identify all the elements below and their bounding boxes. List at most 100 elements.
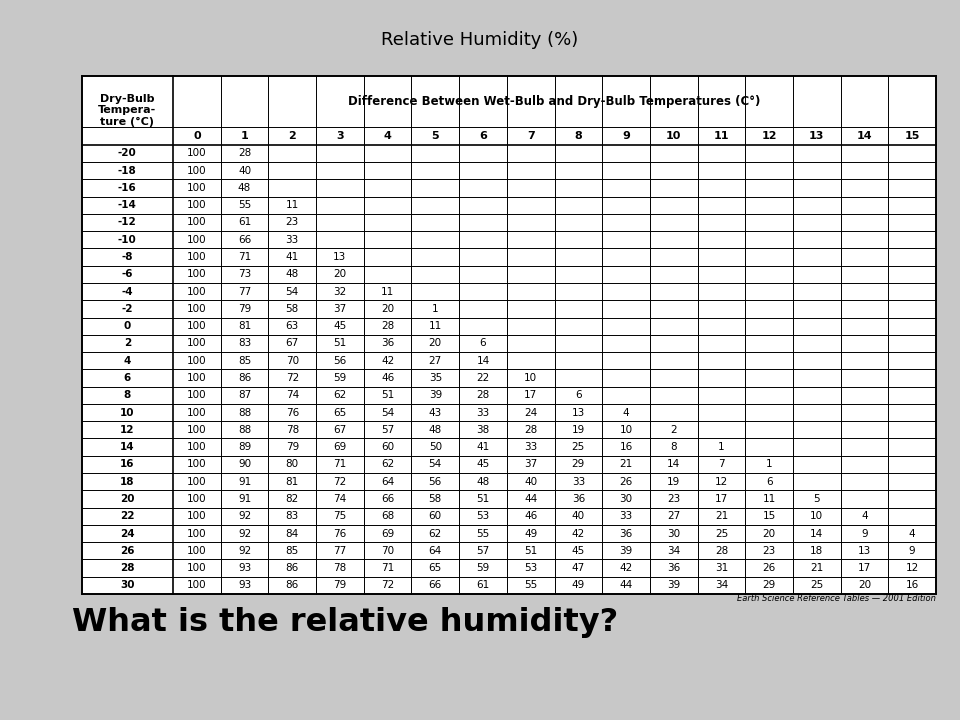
Text: 40: 40 xyxy=(524,477,538,487)
Text: -8: -8 xyxy=(122,252,133,262)
Text: 2: 2 xyxy=(288,131,296,141)
Text: 38: 38 xyxy=(476,425,490,435)
Text: 100: 100 xyxy=(187,563,206,573)
Text: 60: 60 xyxy=(381,442,395,452)
Text: 10: 10 xyxy=(619,425,633,435)
Text: 75: 75 xyxy=(333,511,347,521)
Text: 85: 85 xyxy=(238,356,252,366)
Text: 4: 4 xyxy=(384,131,392,141)
Text: 18: 18 xyxy=(810,546,824,556)
Text: 10: 10 xyxy=(666,131,682,141)
Text: 100: 100 xyxy=(187,459,206,469)
Text: 58: 58 xyxy=(429,494,442,504)
Text: 26: 26 xyxy=(619,477,633,487)
Text: 57: 57 xyxy=(381,425,395,435)
Text: 20: 20 xyxy=(858,580,871,590)
Text: 24: 24 xyxy=(524,408,538,418)
Text: 39: 39 xyxy=(667,580,681,590)
Text: 26: 26 xyxy=(120,546,134,556)
Text: 5: 5 xyxy=(431,131,439,141)
Text: 9: 9 xyxy=(909,546,916,556)
Text: 50: 50 xyxy=(429,442,442,452)
Text: 89: 89 xyxy=(238,442,252,452)
Text: 16: 16 xyxy=(619,442,633,452)
Text: 30: 30 xyxy=(120,580,134,590)
Text: 29: 29 xyxy=(762,580,776,590)
Text: 6: 6 xyxy=(479,131,487,141)
Text: 24: 24 xyxy=(120,528,134,539)
Text: 77: 77 xyxy=(238,287,252,297)
Text: 100: 100 xyxy=(187,425,206,435)
Text: 71: 71 xyxy=(381,563,395,573)
Text: 28: 28 xyxy=(524,425,538,435)
Text: 85: 85 xyxy=(286,546,299,556)
Text: 57: 57 xyxy=(476,546,490,556)
Text: 14: 14 xyxy=(476,356,490,366)
Text: 100: 100 xyxy=(187,442,206,452)
Text: 37: 37 xyxy=(524,459,538,469)
Text: 100: 100 xyxy=(187,166,206,176)
Text: 74: 74 xyxy=(286,390,299,400)
Text: 25: 25 xyxy=(715,528,728,539)
Text: 14: 14 xyxy=(667,459,681,469)
Text: 11: 11 xyxy=(286,200,299,210)
Text: 44: 44 xyxy=(619,580,633,590)
Text: 59: 59 xyxy=(476,563,490,573)
Text: 62: 62 xyxy=(333,390,347,400)
Text: 100: 100 xyxy=(187,287,206,297)
Text: 2: 2 xyxy=(124,338,131,348)
Text: 46: 46 xyxy=(381,373,395,383)
Text: 51: 51 xyxy=(524,546,538,556)
Text: 62: 62 xyxy=(381,459,395,469)
Text: 92: 92 xyxy=(238,528,252,539)
Text: 6: 6 xyxy=(480,338,487,348)
Text: 100: 100 xyxy=(187,477,206,487)
Text: 14: 14 xyxy=(810,528,824,539)
Text: -4: -4 xyxy=(122,287,133,297)
Text: 60: 60 xyxy=(429,511,442,521)
Text: 65: 65 xyxy=(333,408,347,418)
Text: 28: 28 xyxy=(238,148,252,158)
Text: 8: 8 xyxy=(670,442,677,452)
Text: 45: 45 xyxy=(476,459,490,469)
Text: 14: 14 xyxy=(856,131,873,141)
Text: 55: 55 xyxy=(238,200,252,210)
Text: 9: 9 xyxy=(861,528,868,539)
Text: 61: 61 xyxy=(476,580,490,590)
Text: 68: 68 xyxy=(381,511,395,521)
Text: 23: 23 xyxy=(286,217,299,228)
Text: 69: 69 xyxy=(381,528,395,539)
Text: 100: 100 xyxy=(187,200,206,210)
Text: 28: 28 xyxy=(381,321,395,331)
Text: 69: 69 xyxy=(333,442,347,452)
Text: 79: 79 xyxy=(238,304,252,314)
Text: 100: 100 xyxy=(187,235,206,245)
Text: 7: 7 xyxy=(718,459,725,469)
Text: 17: 17 xyxy=(524,390,538,400)
Text: 100: 100 xyxy=(187,304,206,314)
Text: 20: 20 xyxy=(762,528,776,539)
Text: 4: 4 xyxy=(623,408,630,418)
Text: 65: 65 xyxy=(429,563,442,573)
Text: 4: 4 xyxy=(124,356,131,366)
Text: 87: 87 xyxy=(238,390,252,400)
Text: 12: 12 xyxy=(761,131,777,141)
Text: 81: 81 xyxy=(286,477,299,487)
Text: 66: 66 xyxy=(381,494,395,504)
Text: 7: 7 xyxy=(527,131,535,141)
Text: 20: 20 xyxy=(333,269,347,279)
Text: 10: 10 xyxy=(120,408,134,418)
Text: 23: 23 xyxy=(667,494,681,504)
Text: Difference Between Wet-Bulb and Dry-Bulb Temperatures (C°): Difference Between Wet-Bulb and Dry-Bulb… xyxy=(348,95,760,108)
Text: 93: 93 xyxy=(238,563,252,573)
Text: -20: -20 xyxy=(118,148,136,158)
Text: 6: 6 xyxy=(766,477,773,487)
Text: -2: -2 xyxy=(122,304,133,314)
Text: 27: 27 xyxy=(429,356,442,366)
Text: 29: 29 xyxy=(572,459,585,469)
Text: 67: 67 xyxy=(333,425,347,435)
Text: 56: 56 xyxy=(429,477,442,487)
Text: 77: 77 xyxy=(333,546,347,556)
Text: 100: 100 xyxy=(187,580,206,590)
Text: 54: 54 xyxy=(286,287,299,297)
